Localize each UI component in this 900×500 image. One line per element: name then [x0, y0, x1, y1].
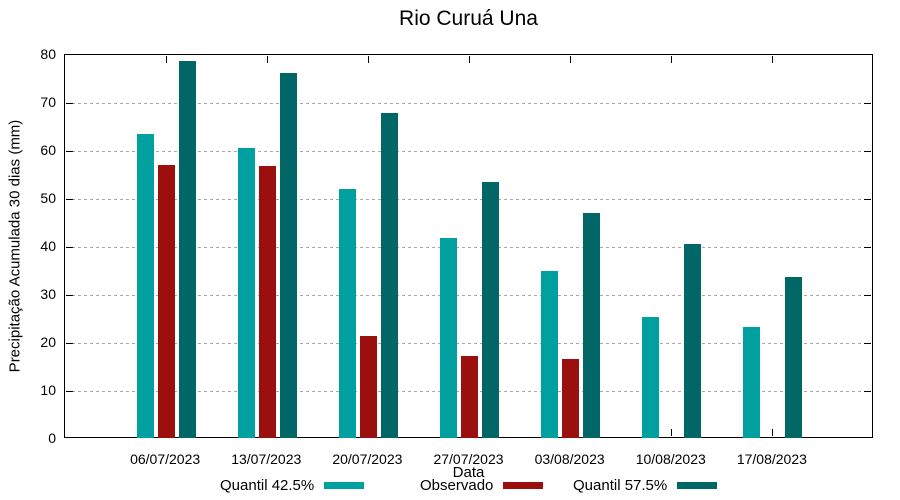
bar-quantil-57-5-	[178, 61, 196, 438]
x-tick-label: 27/07/2023	[433, 451, 504, 467]
y-tick-label: 60	[40, 142, 56, 158]
y-tick-label: 40	[40, 238, 56, 254]
bar-quantil-42-5-	[136, 134, 154, 438]
y-tick-mark	[864, 294, 871, 296]
bar-observado	[157, 165, 175, 438]
bar-quantil-42-5-	[642, 317, 660, 438]
bar-quantil-57-5-	[380, 112, 398, 438]
bar-observado	[359, 336, 377, 438]
legend-item-observado: Observado	[420, 476, 544, 494]
x-tick-mark	[570, 56, 572, 63]
legend-item-quantil-57-5: Quantil 57.5%	[573, 476, 718, 494]
y-tick-label: 80	[40, 46, 56, 62]
bar-quantil-42-5-	[440, 237, 457, 438]
bar-quantil-42-5-	[541, 271, 559, 438]
y-tick-mark	[66, 342, 73, 344]
gridline	[66, 102, 871, 104]
bar-quantil-42-5-	[338, 189, 356, 438]
y-tick-label: 50	[40, 190, 56, 206]
gridline	[66, 294, 871, 296]
x-tick-mark	[772, 429, 774, 436]
legend-label-quantil-42-5: Quantil 42.5%	[220, 476, 315, 494]
y-tick-mark	[66, 198, 73, 200]
legend-label-quantil-57-5: Quantil 57.5%	[573, 476, 668, 494]
y-tick-label: 30	[40, 286, 56, 302]
bar-quantil-57-5-	[482, 182, 499, 438]
y-tick-mark	[66, 150, 73, 152]
chart-title: Rio Curuá Una	[399, 7, 538, 30]
legend-item-quantil-42-5: Quantil 42.5%	[220, 476, 365, 494]
bar-observado	[461, 356, 478, 438]
y-tick-mark	[864, 246, 871, 248]
x-tick-mark	[266, 56, 268, 63]
y-tick-mark	[66, 294, 73, 296]
gridline	[66, 150, 871, 152]
x-tick-mark	[367, 56, 369, 63]
x-tick-label: 20/07/2023	[332, 451, 403, 467]
x-tick-label: 17/08/2023	[736, 451, 807, 467]
x-tick-label: 10/08/2023	[635, 451, 706, 467]
bar-observado	[258, 166, 276, 438]
x-tick-mark	[772, 56, 774, 63]
x-tick-mark	[469, 56, 470, 63]
x-tick-label: 06/07/2023	[130, 451, 201, 467]
y-tick-mark	[66, 390, 73, 392]
x-axis-label: Data	[452, 464, 485, 481]
bar-quantil-57-5-	[279, 73, 297, 438]
bar-quantil-57-5-	[785, 276, 803, 438]
legend-swatch-quantil-57-5-icon	[677, 481, 718, 489]
y-tick-mark	[864, 198, 871, 200]
gridline	[66, 246, 871, 248]
y-tick-label: 10	[40, 382, 56, 398]
y-tick-mark	[66, 246, 73, 248]
bar-quantil-42-5-	[237, 148, 255, 438]
y-tick-label: 70	[40, 94, 56, 110]
legend-swatch-observado-icon	[503, 481, 544, 489]
bar-quantil-57-5-	[684, 244, 702, 438]
legend-swatch-quantil-42-5-icon	[324, 481, 365, 489]
gridline	[66, 198, 871, 200]
plot-area	[64, 54, 873, 438]
y-tick-mark	[864, 102, 871, 104]
y-tick-mark	[864, 342, 871, 344]
x-tick-label: 03/08/2023	[534, 451, 605, 467]
x-tick-mark	[165, 56, 167, 63]
y-tick-mark	[864, 150, 871, 152]
y-tick-mark	[864, 390, 871, 392]
y-tick-label: 0	[48, 430, 56, 446]
bar-quantil-57-5-	[583, 213, 601, 438]
bar-quantil-42-5-	[743, 327, 761, 438]
x-tick-label: 13/07/2023	[231, 451, 302, 467]
y-tick-mark	[66, 102, 73, 104]
gridline	[66, 342, 871, 344]
x-tick-mark	[671, 429, 673, 436]
bar-observado	[562, 359, 580, 438]
y-tick-label: 20	[40, 334, 56, 350]
x-tick-mark	[671, 56, 673, 63]
legend-label-observado: Observado	[420, 476, 494, 494]
